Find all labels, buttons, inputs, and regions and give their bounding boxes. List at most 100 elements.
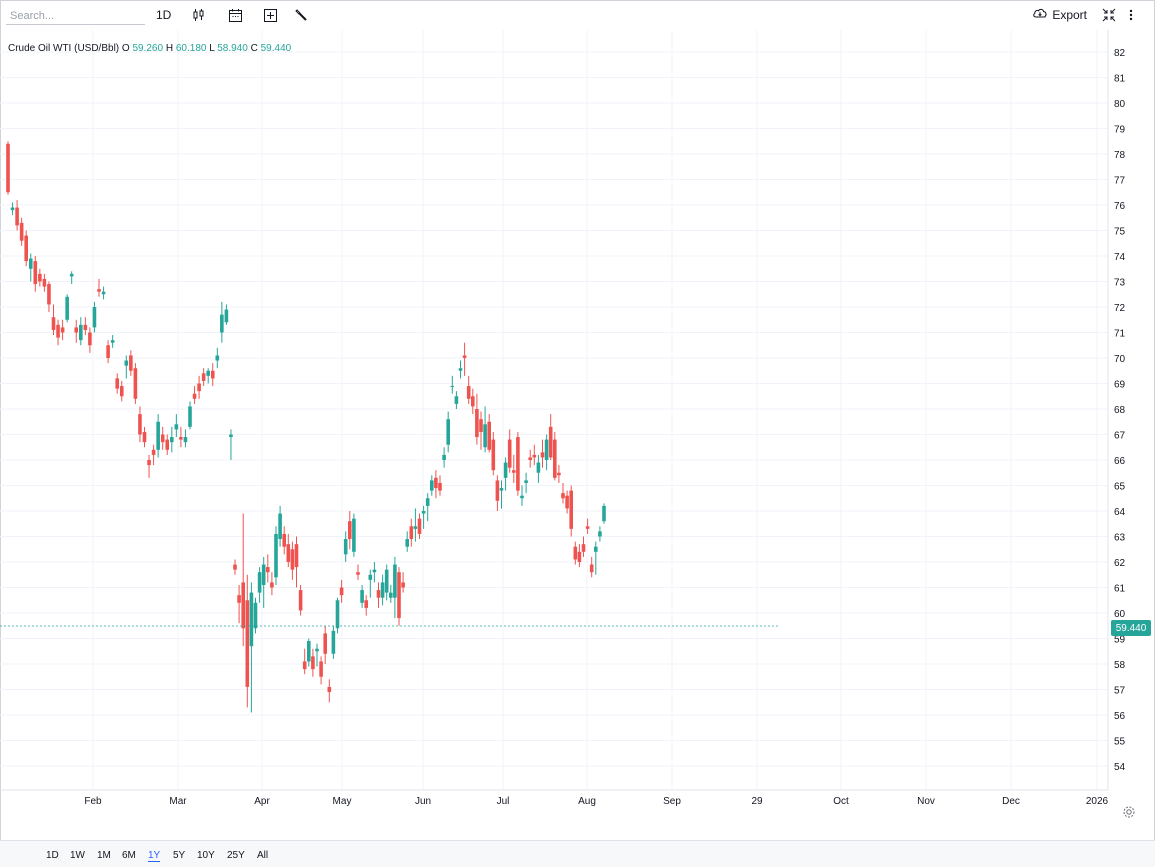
- gear-icon[interactable]: [1122, 805, 1136, 824]
- range-button-5y[interactable]: 5Y: [173, 850, 186, 861]
- candle[interactable]: [479, 411, 483, 450]
- candle[interactable]: [88, 327, 92, 353]
- candle[interactable]: [92, 301, 97, 333]
- candle[interactable]: [450, 375, 455, 394]
- candle[interactable]: [229, 429, 233, 460]
- candle[interactable]: [516, 431, 520, 496]
- candle[interactable]: [348, 511, 352, 550]
- candle[interactable]: [434, 470, 438, 499]
- candle[interactable]: [401, 572, 405, 593]
- range-button-1y[interactable]: 1Y: [148, 850, 161, 862]
- candle[interactable]: [495, 475, 500, 511]
- candle[interactable]: [458, 360, 463, 379]
- candle[interactable]: [124, 355, 129, 379]
- range-button-6m[interactable]: 6M: [122, 850, 136, 861]
- candle[interactable]: [101, 286, 106, 300]
- candle[interactable]: [19, 217, 24, 246]
- candle[interactable]: [331, 625, 336, 659]
- candle[interactable]: [119, 380, 124, 402]
- candle[interactable]: [536, 454, 541, 483]
- range-button-1m[interactable]: 1M: [97, 850, 111, 861]
- price-chart[interactable]: 82 81 80 79 78 77 76 75 74 73 72 71 70 69 68 67 66 65 64 63…: [0, 30, 1155, 840]
- candle[interactable]: [315, 643, 319, 667]
- candle[interactable]: [24, 230, 28, 267]
- candle[interactable]: [557, 465, 561, 483]
- candle[interactable]: [257, 567, 262, 603]
- candle[interactable]: [528, 449, 532, 468]
- candle[interactable]: [507, 429, 512, 473]
- candle[interactable]: [156, 414, 160, 458]
- candle[interactable]: [499, 480, 504, 509]
- candle[interactable]: [413, 508, 418, 542]
- candle[interactable]: [335, 597, 340, 634]
- candle[interactable]: [454, 391, 459, 409]
- candle[interactable]: [446, 411, 450, 453]
- candle[interactable]: [210, 363, 215, 387]
- candle[interactable]: [60, 319, 65, 341]
- candle[interactable]: [249, 582, 254, 713]
- candle[interactable]: [356, 564, 360, 580]
- candle[interactable]: [376, 582, 381, 608]
- candle[interactable]: [10, 202, 15, 216]
- candle[interactable]: [147, 454, 151, 478]
- candle[interactable]: [261, 556, 266, 608]
- candle[interactable]: [594, 541, 598, 575]
- candle[interactable]: [512, 454, 516, 483]
- candle[interactable]: [389, 584, 393, 603]
- candle[interactable]: [487, 414, 491, 453]
- candle[interactable]: [38, 268, 42, 287]
- candle[interactable]: [106, 340, 110, 364]
- more-vertical-icon[interactable]: [1128, 6, 1134, 24]
- candle[interactable]: [553, 431, 557, 481]
- candle[interactable]: [129, 350, 133, 376]
- candle[interactable]: [532, 444, 537, 466]
- candle[interactable]: [323, 625, 327, 664]
- candle[interactable]: [179, 426, 183, 448]
- candle[interactable]: [417, 513, 422, 540]
- candle[interactable]: [475, 393, 479, 445]
- candle[interactable]: [540, 439, 545, 468]
- candle[interactable]: [409, 518, 414, 547]
- interval-button[interactable]: 1D: [156, 8, 172, 22]
- candle[interactable]: [471, 388, 475, 415]
- candle[interactable]: [561, 482, 565, 504]
- candle[interactable]: [270, 572, 274, 596]
- candle[interactable]: [253, 597, 258, 634]
- candle[interactable]: [160, 426, 165, 450]
- candle[interactable]: [430, 475, 434, 496]
- candle[interactable]: [110, 335, 115, 348]
- candle[interactable]: [294, 536, 299, 588]
- candle[interactable]: [577, 544, 582, 568]
- candle[interactable]: [372, 562, 377, 583]
- candle[interactable]: [201, 368, 206, 387]
- candle[interactable]: [565, 490, 569, 514]
- candle[interactable]: [368, 569, 373, 598]
- candle[interactable]: [282, 526, 286, 555]
- candle[interactable]: [220, 301, 224, 343]
- candle[interactable]: [311, 648, 315, 677]
- candle[interactable]: [397, 567, 401, 626]
- candle[interactable]: [237, 584, 241, 624]
- candle[interactable]: [192, 386, 197, 404]
- candle[interactable]: [442, 447, 446, 468]
- range-button-all[interactable]: All: [257, 850, 269, 861]
- candle[interactable]: [307, 638, 311, 667]
- candle[interactable]: [170, 426, 174, 453]
- candle[interactable]: [174, 414, 179, 438]
- candle[interactable]: [425, 493, 430, 522]
- candle[interactable]: [286, 533, 291, 568]
- candle[interactable]: [438, 475, 442, 496]
- candle[interactable]: [364, 595, 368, 616]
- candle[interactable]: [138, 406, 142, 443]
- candle[interactable]: [581, 536, 586, 557]
- candle[interactable]: [97, 278, 101, 297]
- candle[interactable]: [548, 414, 553, 460]
- candle[interactable]: [266, 554, 270, 583]
- search-input[interactable]: [6, 7, 145, 25]
- calendar-icon[interactable]: [228, 6, 243, 24]
- candle[interactable]: [215, 347, 220, 369]
- candle[interactable]: [360, 584, 364, 608]
- candle[interactable]: [51, 304, 56, 336]
- candle[interactable]: [503, 457, 508, 491]
- candle[interactable]: [69, 271, 74, 285]
